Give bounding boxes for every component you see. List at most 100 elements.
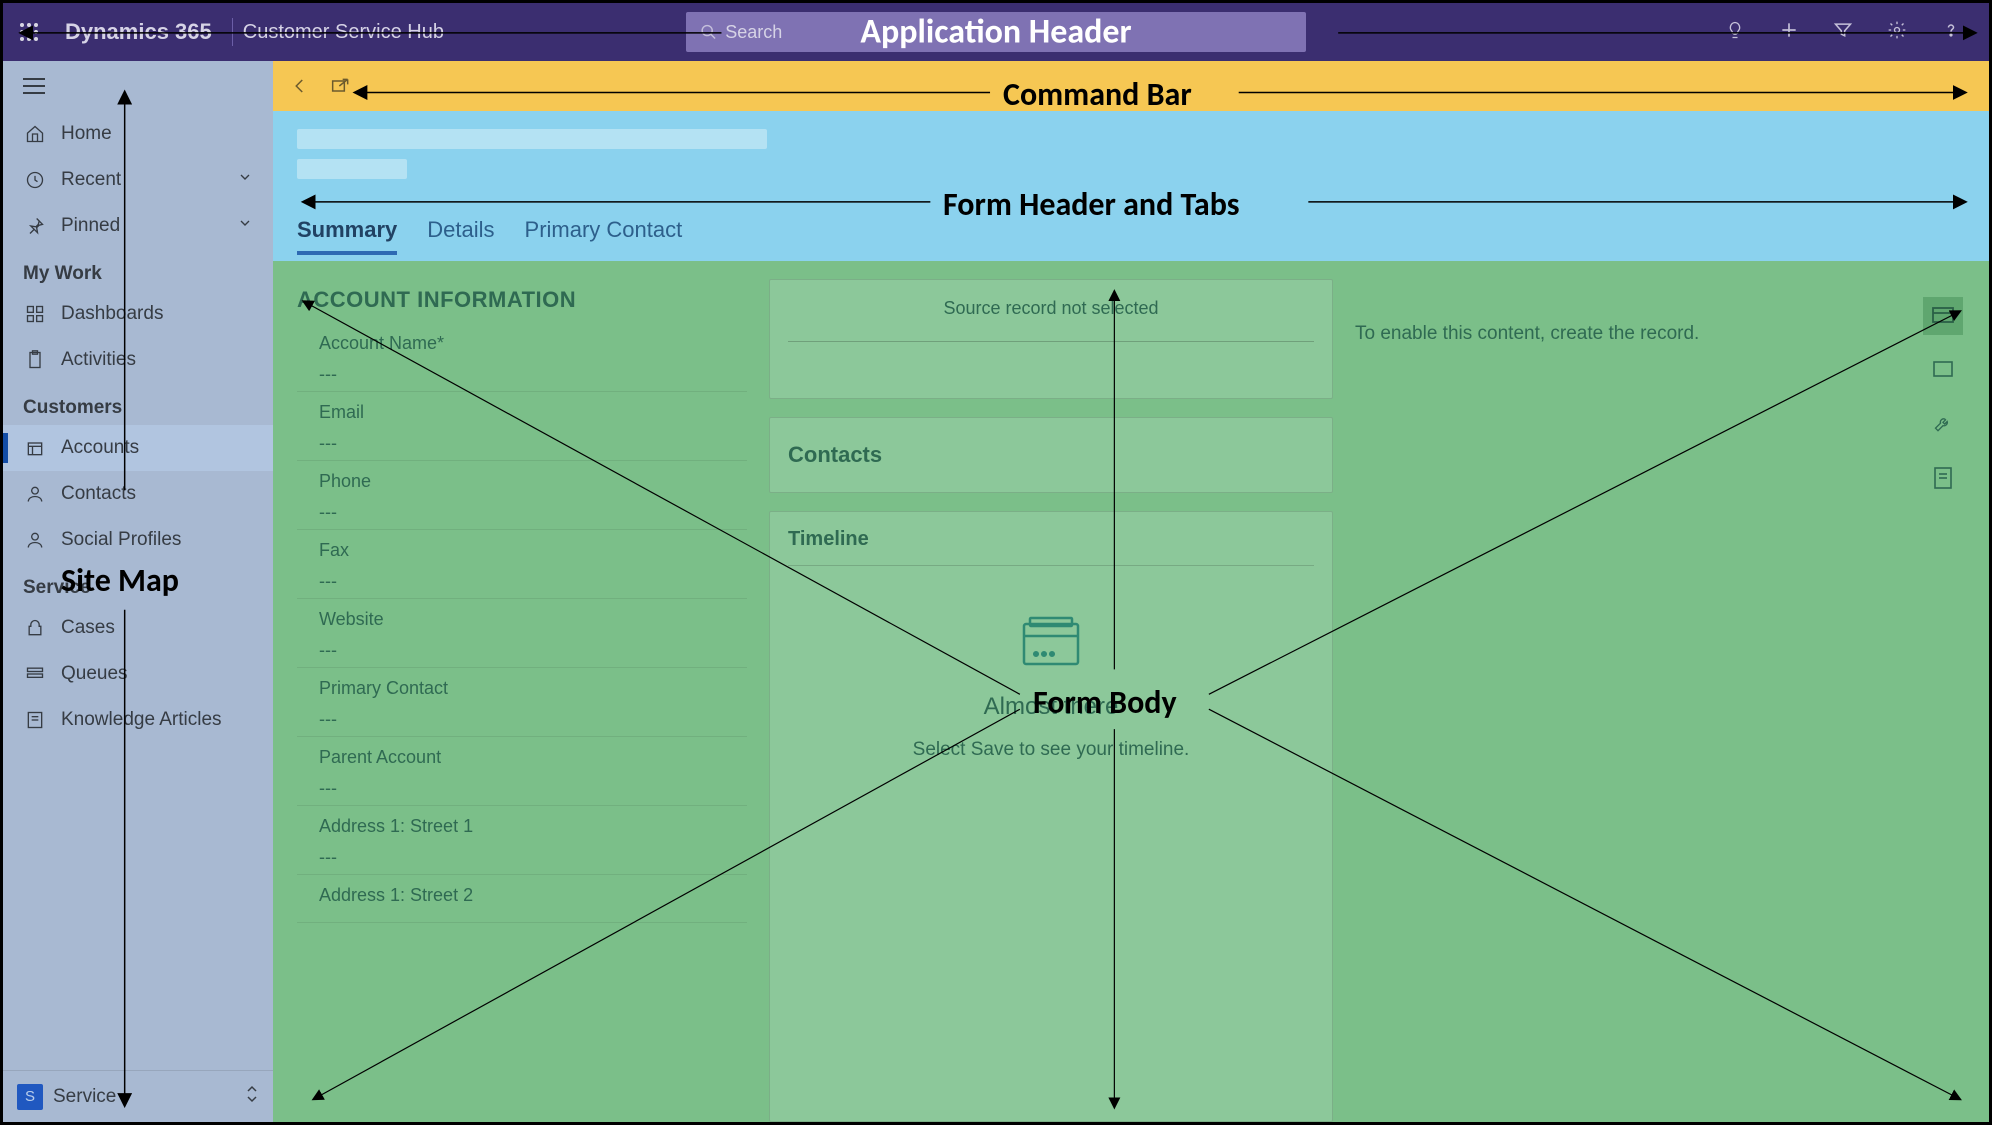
pin-icon: [23, 216, 47, 236]
tab-primary-contact[interactable]: Primary Contact: [525, 217, 683, 255]
clip-icon: [23, 350, 47, 370]
sitemap-item-activities[interactable]: Activities: [3, 337, 273, 383]
search-input[interactable]: [725, 22, 1292, 43]
sitemap-item-label: Activities: [61, 349, 136, 371]
field-parent-account[interactable]: Parent Account ---: [297, 737, 747, 806]
gear-icon[interactable]: [1887, 20, 1907, 45]
social-icon: [23, 530, 47, 550]
field-phone[interactable]: Phone---: [297, 461, 747, 530]
area-label: Service: [53, 1086, 116, 1108]
contact-icon: [23, 484, 47, 504]
queue-icon: [23, 664, 47, 684]
popout-icon[interactable]: [331, 77, 351, 95]
sitemap-item-knowledge-articles[interactable]: Knowledge Articles: [3, 697, 273, 743]
home-icon: [23, 124, 47, 144]
kb-icon: [23, 710, 47, 730]
updown-icon: [245, 1084, 259, 1109]
field-label: Primary Contact: [319, 678, 747, 699]
field-value: ---: [319, 640, 747, 661]
sitemap-item-label: Contacts: [61, 483, 136, 505]
contacts-card[interactable]: Contacts: [769, 417, 1333, 493]
timeline-heading: Almost there: [984, 693, 1119, 721]
field-label: Email: [319, 402, 747, 423]
field-address-1-street-2[interactable]: Address 1: Street 2: [297, 875, 747, 923]
field-value: ---: [319, 571, 747, 592]
form-tabs: Summary Details Primary Contact: [297, 217, 1965, 261]
side-rail: [1915, 297, 1971, 497]
field-value: ---: [319, 502, 747, 523]
form-col-1: ACCOUNT INFORMATION Account Name*---Emai…: [297, 279, 747, 1122]
sitemap-item-cases[interactable]: Cases: [3, 605, 273, 651]
sitemap-item-dashboards[interactable]: Dashboards: [3, 291, 273, 337]
help-icon[interactable]: [1941, 20, 1961, 45]
field-account-name-[interactable]: Account Name*---: [297, 323, 747, 392]
field-email[interactable]: Email ---: [297, 392, 747, 461]
chevron-down-icon: [237, 215, 253, 237]
field-label: Website: [319, 609, 747, 630]
rail-wrench-icon[interactable]: [1923, 405, 1963, 443]
case-icon: [23, 618, 47, 638]
timeline-title: Timeline: [788, 528, 1314, 566]
sitemap-item-label: Cases: [61, 617, 115, 639]
tab-summary[interactable]: Summary: [297, 217, 397, 255]
hamburger-icon[interactable]: [3, 61, 273, 111]
sitemap-item-label: Dashboards: [61, 303, 163, 325]
field-value: ---: [319, 778, 747, 799]
contacts-title: Contacts: [788, 442, 882, 468]
back-icon[interactable]: [291, 77, 309, 95]
subtitle-placeholder: [297, 159, 407, 179]
sitemap-item-contacts[interactable]: Contacts: [3, 471, 273, 517]
title-placeholder: [297, 129, 767, 149]
sitemap-item-label: Accounts: [61, 437, 139, 459]
sitemap-item-home[interactable]: Home: [3, 111, 273, 157]
field-label: Parent Account: [319, 747, 747, 768]
field-primary-contact[interactable]: Primary Contact ---: [297, 668, 747, 737]
area-switcher[interactable]: S Service: [3, 1070, 273, 1122]
brand-label: Dynamics 365: [55, 19, 222, 45]
field-value: ---: [319, 433, 747, 454]
sitemap-item-label: Knowledge Articles: [61, 709, 222, 731]
sitemap-group-customers: Customers: [3, 383, 273, 425]
rail-doc-icon[interactable]: [1923, 459, 1963, 497]
sitemap-item-queues[interactable]: Queues: [3, 651, 273, 697]
timeline-card: Timeline Almost there: [769, 511, 1333, 1122]
clock-icon: [23, 170, 47, 190]
field-value: ---: [319, 709, 747, 730]
filter-icon[interactable]: [1833, 20, 1853, 45]
rail-box-icon[interactable]: [1923, 351, 1963, 389]
plus-icon[interactable]: [1779, 20, 1799, 45]
form-header: Summary Details Primary Contact: [273, 111, 1989, 261]
field-value: ---: [319, 847, 747, 868]
site-map: Home Recent Pinned My Work Dashboards Activi…: [3, 61, 273, 1122]
sitemap-group-service: Service: [3, 563, 273, 605]
sitemap-item-social-profiles[interactable]: Social Profiles: [3, 517, 273, 563]
app-name-label: Customer Service Hub: [243, 21, 444, 44]
field-label: Account Name*: [319, 333, 747, 354]
source-msg: Source record not selected: [788, 298, 1314, 342]
lightbulb-icon[interactable]: [1725, 20, 1745, 45]
sitemap-group-my-work: My Work: [3, 249, 273, 291]
col3-msg: To enable this content, create the recor…: [1355, 323, 1971, 345]
sitemap-item-label: Pinned: [61, 215, 120, 237]
sitemap-item-label: Home: [61, 123, 112, 145]
sitemap-item-label: Recent: [61, 169, 121, 191]
timeline-sub: Select Save to see your timeline.: [913, 739, 1190, 761]
chevron-down-icon: [237, 169, 253, 191]
global-search[interactable]: Application Header: [686, 12, 1306, 52]
app-launcher-icon[interactable]: [3, 22, 55, 42]
form-col-2: Source record not selected Contacts Time…: [769, 279, 1333, 1122]
field-fax[interactable]: Fax ---: [297, 530, 747, 599]
field-label: Fax: [319, 540, 747, 561]
field-website[interactable]: Website ---: [297, 599, 747, 668]
field-label: Address 1: Street 1: [319, 816, 747, 837]
tab-details[interactable]: Details: [427, 217, 494, 255]
command-bar: [273, 61, 1989, 111]
form-body: ACCOUNT INFORMATION Account Name*---Emai…: [273, 261, 1989, 1122]
sitemap-item-accounts[interactable]: Accounts: [3, 425, 273, 471]
form-col-3: To enable this content, create the recor…: [1355, 279, 1971, 1122]
sitemap-item-pinned[interactable]: Pinned: [3, 203, 273, 249]
field-address-1-street-1[interactable]: Address 1: Street 1 ---: [297, 806, 747, 875]
section-title: ACCOUNT INFORMATION: [297, 287, 747, 313]
sitemap-item-recent[interactable]: Recent: [3, 157, 273, 203]
rail-assistant-icon[interactable]: [1923, 297, 1963, 335]
